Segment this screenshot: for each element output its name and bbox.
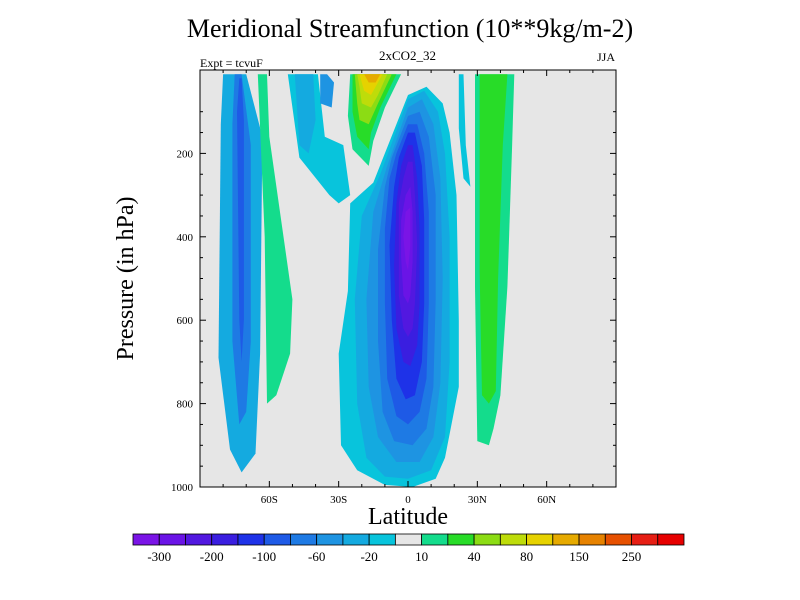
colorbar-box [526,533,554,546]
colorbar-box [342,533,370,546]
x-tick-label: 30S [330,494,347,506]
season-label: JJA [596,50,615,64]
colorbar-box [421,533,449,546]
colorbar-box [499,533,527,546]
colorbar-box [657,533,685,546]
colorbar-label: -60 [308,549,325,564]
colorbar-box [447,533,475,546]
contour-nh-positive-inner [479,74,508,404]
x-axis-label: Latitude [368,504,448,530]
colorbar-label: 40 [468,549,481,564]
colorbar-box [631,533,659,546]
colorbar-box [263,533,291,546]
contour-sh-upper-neg-core [320,74,334,108]
contour-upper-pos-150 [364,74,381,83]
colorbar-label: 10 [415,549,428,564]
chart-subtitle: 2xCO2_32 [378,48,437,63]
contour-nh-subtropic-neg-sliver [458,74,471,187]
contour-fill-group [218,74,515,487]
y-tick-label: 1000 [171,482,194,494]
y-tick-label: 200 [177,148,194,160]
colorbar-box [604,533,632,546]
contour-hadley-neg-300 [403,207,411,271]
contour-sh-highlat-cell-core [237,78,244,362]
x-tick-label: 30N [468,494,487,506]
colorbar-label: 250 [622,549,642,564]
colorbar-box [368,533,396,546]
colorbar-box [132,533,160,546]
experiment-label: Expt = tcvuF [200,56,263,70]
y-tick-label: 600 [177,315,194,327]
colorbar-box [211,533,239,546]
x-tick-label: 60N [537,494,556,506]
x-tick-label: 0 [405,494,411,506]
colorbar-label: -200 [200,549,224,564]
colorbar-box [158,533,186,546]
colorbar-box [578,533,606,546]
colorbar-box [394,533,423,546]
colorbar-label: -100 [252,549,276,564]
colorbar-box [473,533,501,546]
y-tick-label: 800 [177,399,194,411]
y-tick-label: 400 [177,232,194,244]
colorbar-box [185,533,213,546]
colorbar-label: -300 [147,549,171,564]
colorbar-box [237,533,265,546]
x-tick-label: 60S [261,494,278,506]
contour-sh-positive-band [257,74,293,404]
colorbar-label: -20 [360,549,377,564]
colorbar-box [552,533,580,546]
colorbar-label: 80 [520,549,533,564]
y-axis-label: Pressure (in hPa) [113,197,139,361]
colorbar-label: 150 [569,549,589,564]
colorbar-box [316,533,344,546]
contour-sh-upper-neg-inner [294,74,316,154]
chart-title: Meridional Streamfunction (10**9kg/m-2) [186,14,634,43]
colorbar-box [290,533,318,546]
